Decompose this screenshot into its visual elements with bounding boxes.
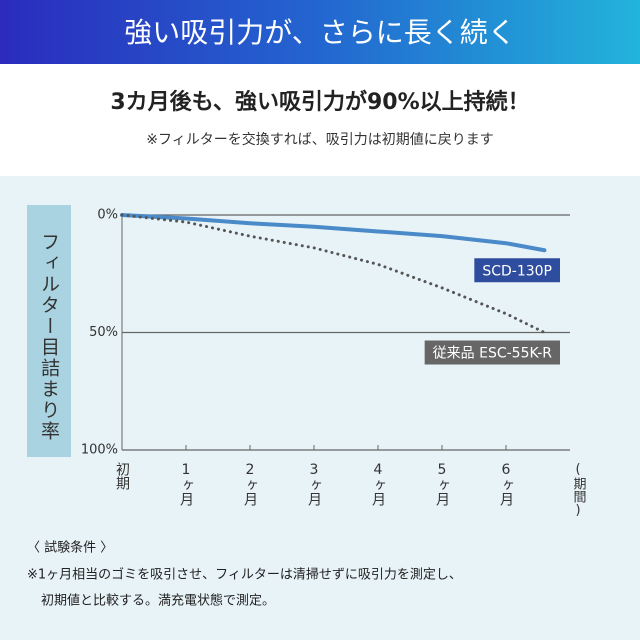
y-tick-label: 100% — [81, 443, 118, 458]
header — [0, 64, 640, 176]
note: 初期値と比較する。満充電状態で測定。 — [41, 593, 275, 609]
y-axis-label: フィルター目詰まり率 — [38, 232, 60, 442]
x-tick-label: 5ヶ月 — [434, 462, 450, 507]
legend-box — [424, 340, 560, 365]
y-label-box — [27, 205, 71, 457]
x-tick-label: 1ヶ月 — [178, 462, 194, 507]
subheading: ※フィルターを交換すれば、吸引力は初期値に戻ります — [146, 131, 493, 148]
legend-label: SCD-130P — [482, 263, 552, 279]
x-tick-label: 3ヶ月 — [306, 462, 322, 507]
note: 〈 試験条件 〉 — [27, 540, 113, 556]
x-tick-label: 2ヶ月 — [242, 462, 258, 507]
x-tick-label: 初期 — [114, 461, 130, 491]
banner-title: 強い吸引力が、さらに長く続く — [124, 16, 515, 49]
note: ※1ヶ月相当のゴミを吸引させ、フィルターは清掃せずに吸引力を測定し、 — [27, 567, 462, 583]
series-line — [120, 213, 547, 253]
y-tick-label: 0% — [97, 208, 118, 223]
banner — [0, 0, 640, 64]
y-tick-label: 50% — [89, 325, 118, 340]
x-tick-label: 4ヶ月 — [370, 462, 386, 507]
x-tick-label: 6ヶ月 — [498, 462, 514, 507]
heading: 3カ月後も、強い吸引力が90%以上持続！ — [110, 89, 529, 115]
legend-label: 従来品 ESC-55K-R — [433, 346, 553, 362]
legend-box — [474, 258, 560, 283]
chart-background — [0, 176, 640, 640]
x-axis-label: (期間) — [571, 462, 587, 518]
